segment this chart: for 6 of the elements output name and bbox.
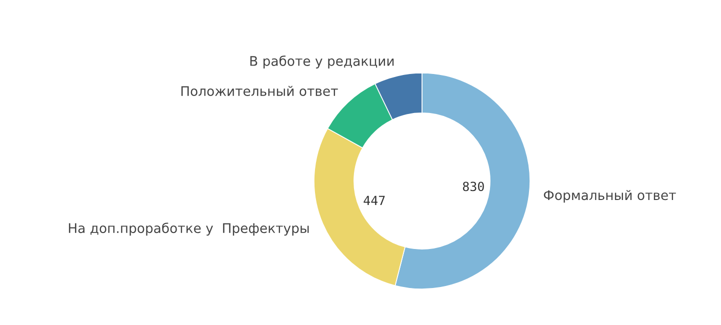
- slice-label: Положительный ответ: [181, 86, 338, 96]
- slice-label: Формальный ответ: [544, 190, 676, 203]
- data-label: 447: [364, 196, 385, 205]
- slice-label: В работе у редакции: [250, 56, 394, 69]
- data-label: 830: [462, 182, 484, 192]
- slice-label: На доп.проработке у Префектуры: [68, 222, 309, 236]
